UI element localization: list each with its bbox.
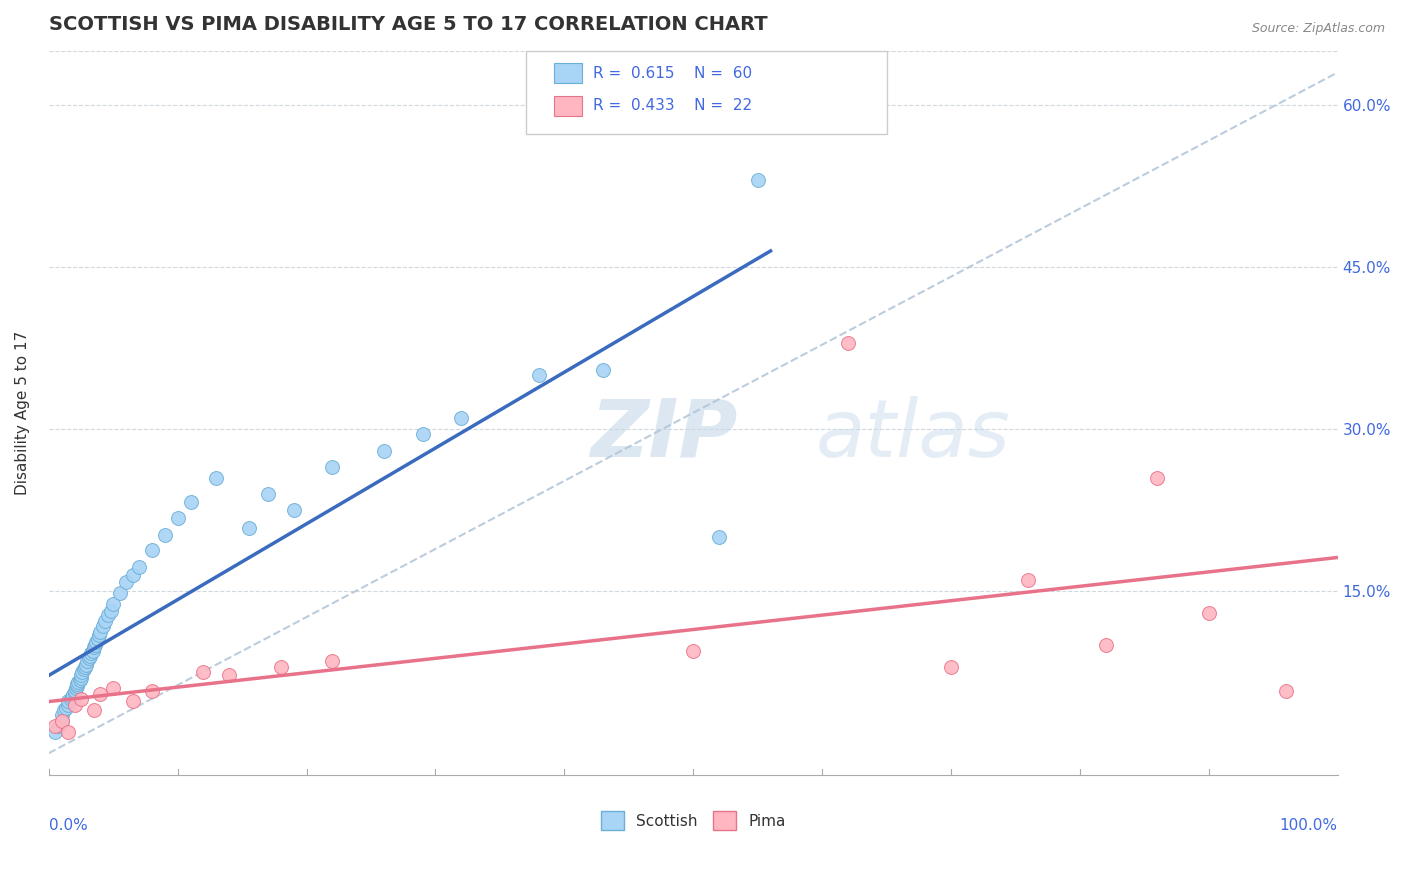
Point [283,503,305,517]
Point [108,586,131,600]
Point [527,368,550,382]
Point [75,657,97,672]
Point [747,173,769,187]
Point [166,510,188,524]
Point [86,635,108,649]
Point [69,673,91,687]
Point [707,530,730,544]
Point [60,690,83,704]
Text: 100.0%: 100.0% [1279,818,1337,833]
Point [67,674,90,689]
Point [94,615,117,629]
Point [53,703,76,717]
Text: SCOTTISH VS PIMA DISABILITY AGE 5 TO 17 CORRELATION CHART: SCOTTISH VS PIMA DISABILITY AGE 5 TO 17 … [49,15,768,34]
Point [84,638,107,652]
Point [51,714,73,728]
Point [48,719,70,733]
Point [70,668,93,682]
Point [321,654,343,668]
Point [72,662,94,676]
Point [238,521,260,535]
Point [80,646,103,660]
Point [51,708,73,723]
Point [59,692,82,706]
Point [193,665,215,680]
Point [44,724,66,739]
Point [97,607,120,622]
Text: Source: ZipAtlas.com: Source: ZipAtlas.com [1251,22,1385,36]
Point [63,686,86,700]
Point [66,677,89,691]
Point [837,335,859,350]
Point [83,640,105,655]
Point [373,443,395,458]
Point [82,643,104,657]
Point [89,625,111,640]
Point [79,648,101,663]
Point [141,683,163,698]
Point [89,687,111,701]
Bar [554,95,582,116]
Point [180,495,202,509]
Point [66,679,89,693]
Point [121,694,143,708]
Point [321,459,343,474]
Point [77,651,100,665]
FancyBboxPatch shape [526,51,887,134]
Point [121,567,143,582]
Point [91,618,114,632]
Legend: Scottish, Pima: Scottish, Pima [595,805,792,836]
Point [83,703,105,717]
Y-axis label: Disability Age 5 to 17: Disability Age 5 to 17 [15,331,30,495]
Point [87,632,110,646]
Bar [554,63,582,84]
Point [70,692,93,706]
Point [87,628,110,642]
Point [205,470,228,484]
Point [1198,606,1220,620]
Text: R =  0.433    N =  22: R = 0.433 N = 22 [593,98,752,113]
Point [62,688,84,702]
Point [257,487,280,501]
Point [939,659,962,673]
Point [270,659,292,673]
Point [103,681,125,696]
Point [55,700,77,714]
Point [76,654,98,668]
Point [141,543,163,558]
Point [450,411,472,425]
Point [128,560,150,574]
Point [592,362,614,376]
Point [1017,574,1039,588]
Point [153,528,176,542]
Point [63,698,86,712]
Point [115,575,138,590]
Point [1094,638,1116,652]
Point [44,719,66,733]
Point [65,681,87,696]
Point [56,698,79,712]
Text: 0.0%: 0.0% [49,818,87,833]
Point [412,427,434,442]
Point [70,671,93,685]
Point [56,694,79,708]
Text: ZIP: ZIP [591,395,738,474]
Point [218,668,240,682]
Point [63,683,86,698]
Point [100,603,122,617]
Text: R =  0.615    N =  60: R = 0.615 N = 60 [593,66,752,81]
Point [51,714,73,728]
Point [682,643,704,657]
Point [72,665,94,680]
Point [1146,470,1168,484]
Point [1275,683,1298,698]
Point [56,724,79,739]
Point [73,659,96,673]
Text: atlas: atlas [815,395,1011,474]
Point [103,597,125,611]
